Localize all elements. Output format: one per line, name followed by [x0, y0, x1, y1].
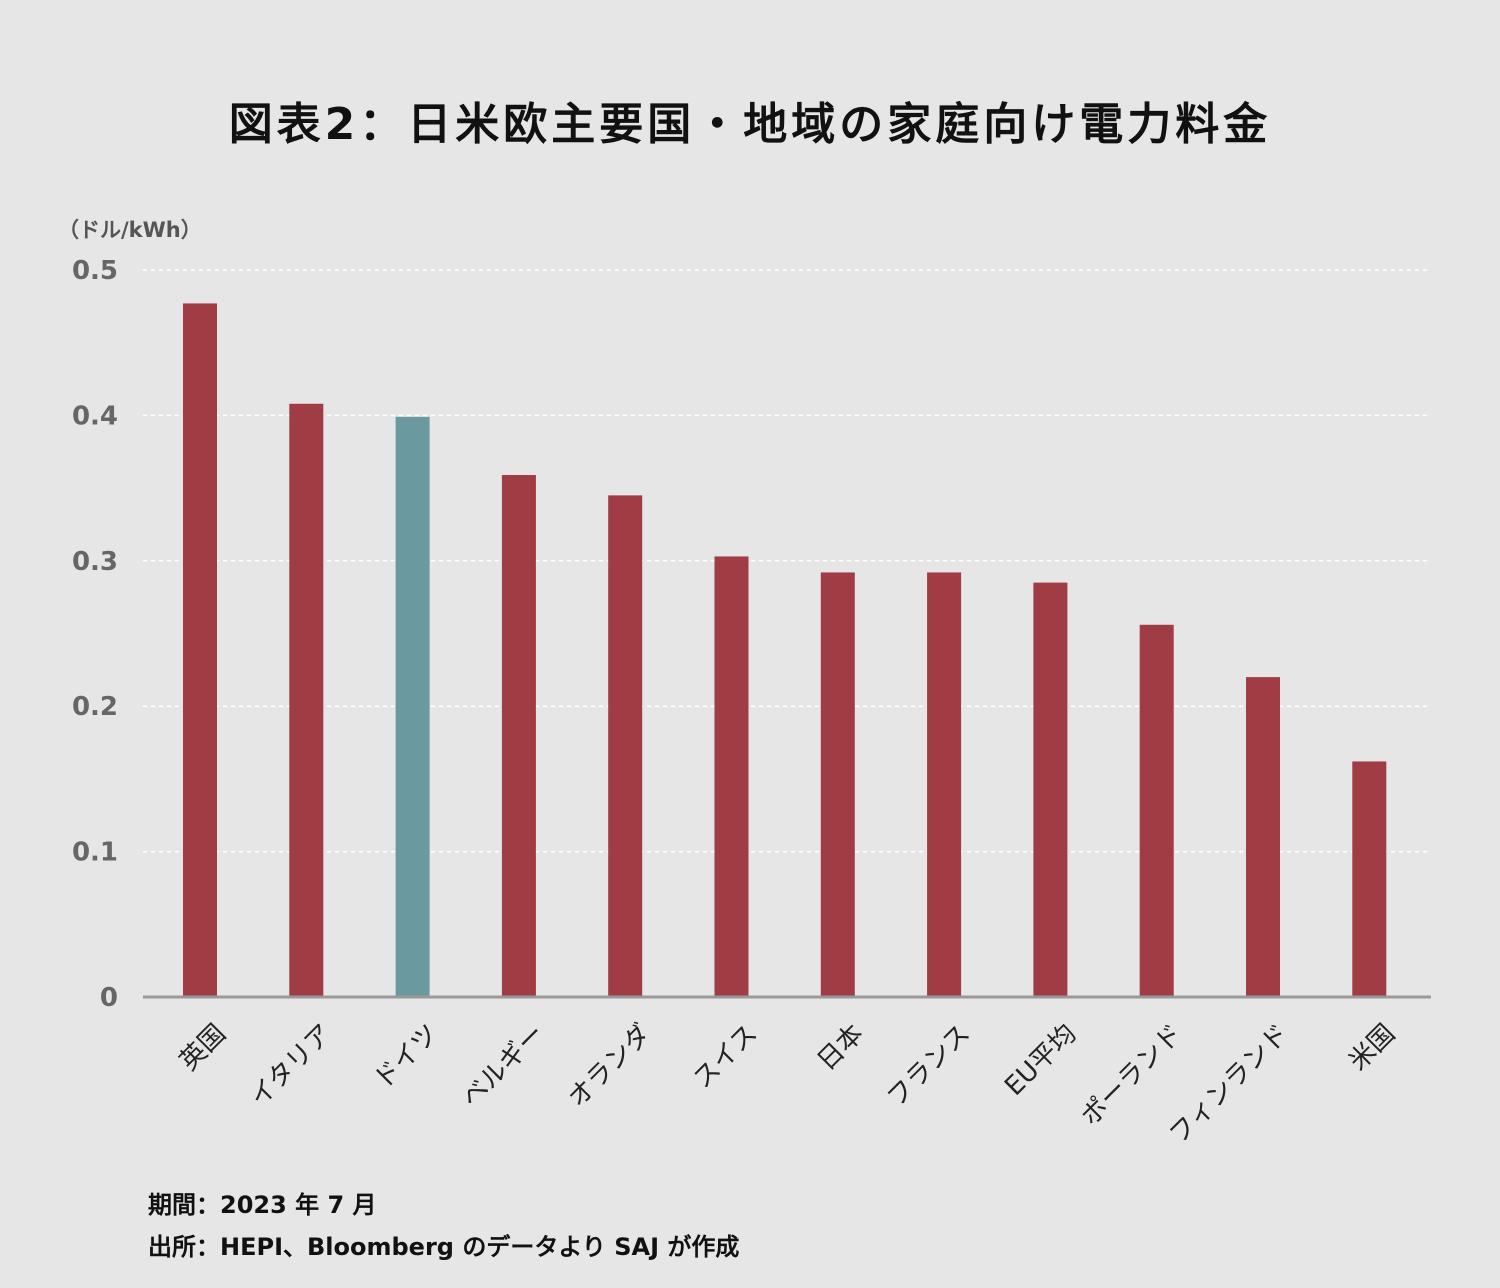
x-axis-ticks: 英国 イタリア ドイツ ベルギー オランダ スイス 日本 フランス EU平均ポーランドフィンラン…: [174, 1019, 1401, 1150]
bar: [501, 475, 536, 997]
x-tick-label: フランス: [882, 1019, 976, 1113]
bar: [1139, 624, 1174, 997]
bar: [183, 303, 217, 997]
x-tick-label: ベルギー: [456, 1019, 551, 1114]
x-tick-label: 日本: [812, 1019, 870, 1077]
chart-title: 図表2：日米欧主要国・地域の家庭向け電力料金: [228, 99, 1272, 150]
y-axis-unit-label: （ドル/kWh）: [58, 218, 202, 242]
y-tick-label: 0.3: [72, 547, 118, 577]
bar: [289, 403, 324, 997]
bar: [608, 495, 643, 997]
x-tick-label: スイス: [688, 1019, 764, 1095]
y-tick-label: 0.2: [72, 692, 118, 722]
footnotes: 期間：2023 年 7 月 出所：HEPI、Bloomberg のデータより S…: [148, 1184, 739, 1268]
x-tick-label: ドイツ: [368, 1019, 444, 1095]
x-tick-label: 米国: [1343, 1019, 1401, 1077]
grid-lines: [143, 269, 1431, 853]
bars: [183, 303, 1387, 997]
bar: [1352, 761, 1387, 997]
period-note: 期間：2023 年 7 月: [148, 1191, 377, 1219]
bar: [395, 416, 430, 997]
bar: [820, 572, 855, 997]
y-axis-ticks: 0 0.1 0.2 0.3 0.4 0.5: [72, 256, 118, 1013]
bar: [1033, 582, 1068, 997]
x-tick-label: EU平均: [999, 1019, 1082, 1102]
x-tick-label: オランダ: [562, 1019, 657, 1114]
y-tick-label: 0: [100, 983, 118, 1013]
x-tick-label: イタリア: [244, 1019, 338, 1113]
x-tick-label: ポーランド: [1076, 1019, 1189, 1132]
bar: [1246, 677, 1280, 997]
y-tick-label: 0.1: [72, 838, 118, 868]
source-note: 出所：HEPI、Bloomberg のデータより SAJ が作成: [148, 1233, 740, 1261]
y-tick-label: 0.4: [72, 401, 118, 431]
x-tick-label: 英国: [174, 1019, 232, 1077]
bar: [927, 572, 962, 997]
y-tick-label: 0.5: [72, 256, 118, 286]
bar: [714, 556, 749, 997]
